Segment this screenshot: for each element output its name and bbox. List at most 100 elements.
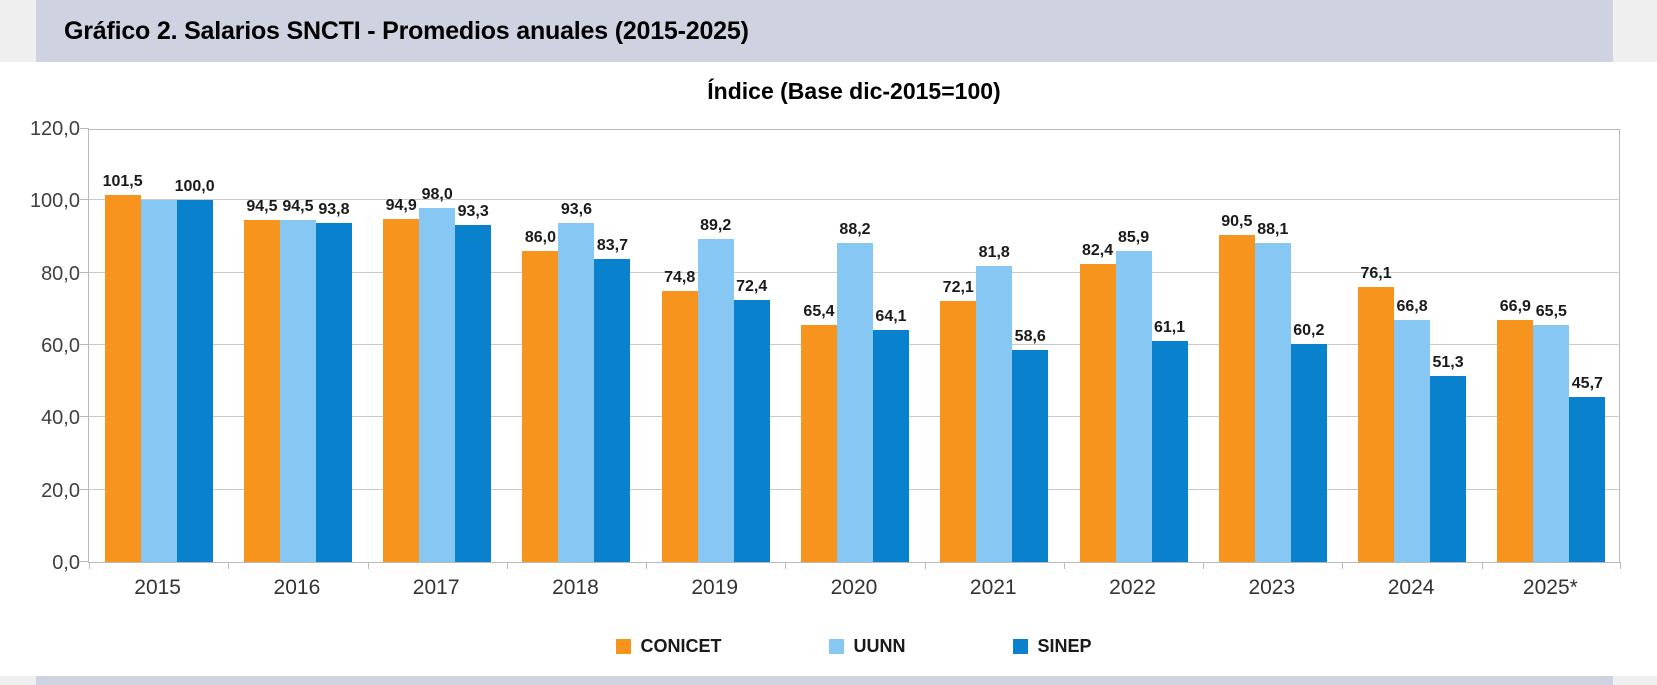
bar-group-2024: 76,1 66,8 51,3	[1342, 130, 1481, 562]
chart-legend: CONICET UUNN SINEP	[88, 633, 1620, 659]
x-tick-mark	[367, 562, 369, 569]
data-label-sinep-2017: 93,3	[457, 202, 489, 220]
bar-sinep-2015	[176, 200, 213, 562]
bar-group-2021: 72,1 81,8 58,6	[925, 130, 1064, 562]
y-axis-label: 120,0	[29, 118, 80, 140]
data-label-conicet-2018: 86,0	[524, 228, 557, 246]
data-label-sinep-2025: 45,7	[1571, 374, 1603, 392]
x-axis-label-2023: 2023	[1248, 576, 1296, 599]
data-label-uunn-2022: 85,9	[1117, 229, 1150, 247]
y-tick-mark	[80, 271, 89, 273]
data-label-uunn-2025: 65,5	[1535, 303, 1567, 321]
data-label-conicet-2017: 94,9	[385, 196, 417, 214]
x-tick-mark	[1342, 562, 1344, 569]
bar-conicet-2025	[1497, 320, 1534, 562]
data-label-sinep-2022: 61,1	[1153, 319, 1186, 337]
bar-conicet-2018	[522, 250, 559, 562]
bar-sinep-2018	[594, 259, 631, 562]
x-axis-label-2018: 2018	[552, 576, 599, 599]
bar-conicet-2019	[661, 291, 698, 562]
bar-group-2022: 82,4 85,9 61,1	[1064, 130, 1203, 562]
bar-uunn-2022	[1115, 251, 1152, 562]
legend-swatch-conicet	[616, 638, 632, 654]
bar-group-2015: 101,5 100,0	[89, 130, 228, 562]
gridline	[89, 199, 1619, 201]
bar-sinep-2022	[1151, 341, 1188, 562]
bar-uunn-2017	[419, 207, 456, 562]
x-tick-mark	[89, 562, 90, 569]
x-tick-mark	[924, 562, 926, 569]
data-label-uunn-2024: 66,8	[1396, 298, 1428, 316]
bar-conicet-2015	[104, 194, 141, 562]
data-label-sinep-2015: 100,0	[174, 178, 215, 196]
data-label-uunn-2017: 98,0	[421, 185, 453, 203]
next-section-band	[36, 676, 1613, 685]
legend-item-sinep: SINEP	[1013, 635, 1092, 657]
x-axis-label-2021: 2021	[969, 576, 1017, 599]
x-tick-mark	[646, 562, 648, 569]
bar-uunn-2019	[697, 239, 734, 562]
data-label-conicet-2023: 90,5	[1221, 212, 1253, 230]
page-margin-bottom-right	[1613, 676, 1657, 685]
legend-item-uunn: UUNN	[829, 636, 905, 657]
bar-conicet-2016	[243, 220, 280, 562]
data-label-conicet-2019: 74,8	[664, 269, 696, 287]
bar-sinep-2021	[1012, 350, 1049, 562]
page-margin-top-right	[1613, 0, 1657, 62]
bar-uunn-2016	[279, 220, 316, 562]
bar-uunn-2023	[1254, 243, 1291, 562]
data-label-conicet-2025: 66,9	[1499, 298, 1531, 316]
x-axis-label-2015: 2015	[134, 576, 181, 599]
bar-sinep-2017	[455, 224, 492, 562]
data-label-uunn-2016: 94,5	[282, 198, 314, 216]
bar-uunn-2020	[836, 243, 873, 562]
data-label-conicet-2016: 94,5	[246, 198, 278, 216]
legend-label-sinep: SINEP	[1037, 635, 1092, 656]
data-label-sinep-2016: 93,8	[318, 200, 350, 218]
y-tick-mark	[80, 128, 89, 129]
bar-group-2016: 94,5 94,5 93,8	[228, 130, 367, 562]
x-axis-label-2020: 2020	[830, 576, 878, 599]
bar-conicet-2024	[1358, 286, 1395, 562]
data-label-sinep-2023: 60,2	[1293, 322, 1325, 340]
y-tick-mark	[80, 561, 89, 562]
x-tick-mark	[228, 562, 230, 569]
data-label-conicet-2020: 65,4	[803, 303, 835, 321]
x-axis-label-2024: 2024	[1387, 576, 1435, 599]
x-axis-label-2025: 2025*	[1522, 576, 1578, 599]
data-label-conicet-2015: 101,5	[102, 172, 143, 190]
data-label-uunn-2020: 88,2	[839, 221, 871, 239]
x-tick-mark	[1063, 562, 1065, 569]
bar-uunn-2021	[976, 266, 1013, 562]
bar-sinep-2020	[872, 330, 909, 562]
y-axis-label: 20,0	[41, 479, 80, 502]
data-label-conicet-2022: 82,4	[1081, 242, 1114, 259]
data-label-uunn-2018: 93,6	[560, 201, 593, 219]
legend-swatch-sinep	[1013, 638, 1029, 654]
page-margin-top-left	[0, 0, 36, 62]
bar-conicet-2020	[800, 325, 837, 562]
bar-uunn-2018	[558, 223, 595, 562]
y-tick-mark	[80, 199, 89, 201]
y-axis-label: 40,0	[41, 407, 80, 430]
data-label-sinep-2018: 83,7	[596, 237, 629, 255]
x-tick-mark	[506, 562, 508, 569]
data-label-sinep-2021: 58,6	[1014, 328, 1046, 346]
data-label-conicet-2024: 76,1	[1360, 264, 1392, 282]
plot-area: 101,5 100,0 94,5 94,5 93,8 94,9 98,0 93,3 86,0 93…	[80, 128, 1621, 569]
bar-conicet-2017	[383, 218, 420, 562]
data-label-sinep-2024: 51,3	[1432, 354, 1464, 372]
bar-group-2025: 66,9 65,5 45,7	[1482, 130, 1621, 562]
bar-uunn-2015	[140, 200, 177, 562]
bar-sinep-2019	[733, 300, 770, 562]
bar-group-2018: 86,0 93,6 83,7	[507, 130, 646, 562]
section-header-band: Gráfico 2. Salarios SNCTI - Promedios an…	[36, 0, 1613, 62]
page-title: Gráfico 2. Salarios SNCTI - Promedios an…	[64, 16, 749, 45]
data-label-sinep-2019: 72,4	[736, 278, 768, 296]
bar-group-2019: 74,8 89,2 72,4	[646, 130, 785, 562]
legend-label-uunn: UUNN	[853, 635, 906, 656]
data-label-sinep-2020: 64,1	[875, 308, 907, 326]
bar-sinep-2016	[315, 222, 352, 562]
data-label-uunn-2019: 89,2	[700, 217, 732, 235]
